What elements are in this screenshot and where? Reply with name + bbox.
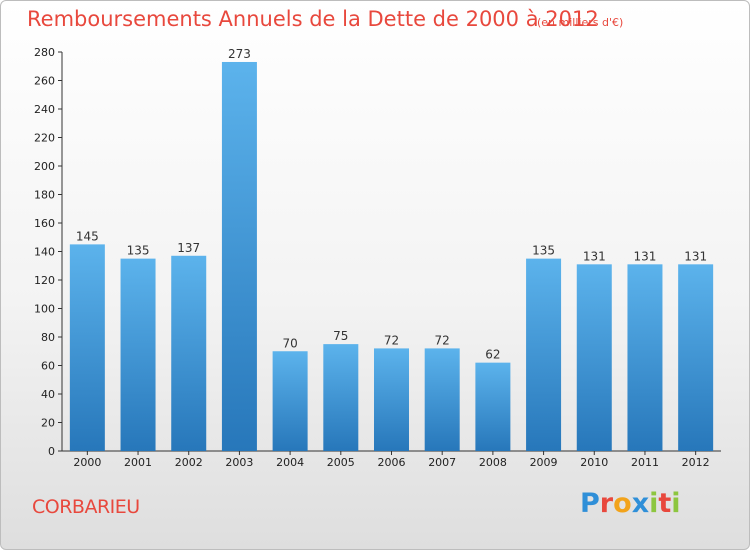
y-tick-label: 60: [41, 360, 55, 373]
value-label: 75: [333, 329, 348, 343]
logo-letter: i: [649, 488, 659, 519]
value-label: 70: [282, 336, 297, 350]
bar-2002: [171, 255, 207, 451]
logo-letter: o: [613, 488, 632, 519]
bar-2003: [221, 61, 257, 451]
commune-name: CORBARIEU: [32, 496, 140, 518]
y-tick-label: 260: [34, 75, 55, 88]
x-tick-label: 2004: [276, 456, 304, 469]
bar-2006: [374, 348, 409, 451]
value-label: 131: [684, 249, 707, 263]
chart-axes: 0 20 40 60 80 100 120 140 160 180 200 220 240 260 280 2…: [34, 46, 721, 469]
x-tick-label: 2010: [580, 456, 608, 469]
bar-2012: [678, 264, 714, 451]
value-label: 135: [127, 244, 150, 258]
y-tick-label: 200: [34, 160, 55, 173]
chart-bars: [69, 61, 714, 451]
bar-2011: [627, 264, 663, 451]
y-tick-label: 80: [41, 331, 55, 344]
x-tick-label: 2005: [327, 456, 355, 469]
logo-letter: i: [671, 488, 681, 519]
proxiti-logo: Proxiti: [580, 488, 681, 519]
bar-2008: [475, 362, 511, 451]
value-label: 131: [583, 249, 606, 263]
x-tick-label: 2012: [682, 456, 710, 469]
chart-value-labels: 145 135 137 273 70 75 72 72 62 135 131 131 131: [76, 47, 707, 362]
y-tick-label: 180: [34, 189, 55, 202]
y-tick-label: 20: [41, 417, 55, 430]
y-tick-label: 100: [34, 303, 55, 316]
value-label: 135: [532, 244, 555, 258]
y-tick-label: 140: [34, 246, 55, 259]
x-tick-label: 2002: [175, 456, 203, 469]
y-tick-label: 40: [41, 388, 55, 401]
y-tick-label: 280: [34, 46, 55, 59]
logo-letter: P: [580, 488, 600, 519]
y-tick-label: 160: [34, 217, 55, 230]
value-label: 137: [177, 241, 200, 255]
y-tick-label: 120: [34, 274, 55, 287]
logo-letter: r: [599, 488, 614, 519]
bar-2000: [69, 244, 105, 451]
y-tick-label: 0: [48, 445, 55, 458]
x-tick-label: 2008: [479, 456, 507, 469]
bar-2009: [526, 258, 562, 451]
chart-unit-note: (en milliers d'€): [537, 16, 624, 29]
x-tick-label: 2007: [428, 456, 456, 469]
y-tick-label: 220: [34, 132, 55, 145]
y-tick-label: 240: [34, 103, 55, 116]
x-tick-label: 2006: [378, 456, 406, 469]
x-tick-label: 2000: [73, 456, 101, 469]
value-label: 145: [76, 229, 99, 243]
x-tick-label: 2001: [124, 456, 152, 469]
bar-2005: [323, 344, 359, 451]
value-label: 72: [384, 333, 399, 347]
x-tick-label: 2011: [631, 456, 659, 469]
logo-letter: x: [631, 488, 650, 519]
chart-title: Remboursements Annuels de la Dette de 20…: [27, 7, 599, 31]
logo-letter: t: [658, 488, 672, 519]
value-label: 131: [634, 249, 657, 263]
bar-2007: [424, 348, 460, 451]
x-tick-label: 2003: [225, 456, 253, 469]
value-label: 273: [228, 47, 251, 61]
value-label: 72: [435, 333, 450, 347]
value-label: 62: [485, 348, 500, 362]
x-tick-label: 2009: [530, 456, 558, 469]
bar-2010: [576, 264, 612, 451]
bar-2004: [272, 351, 308, 451]
bar-2001: [120, 258, 156, 451]
